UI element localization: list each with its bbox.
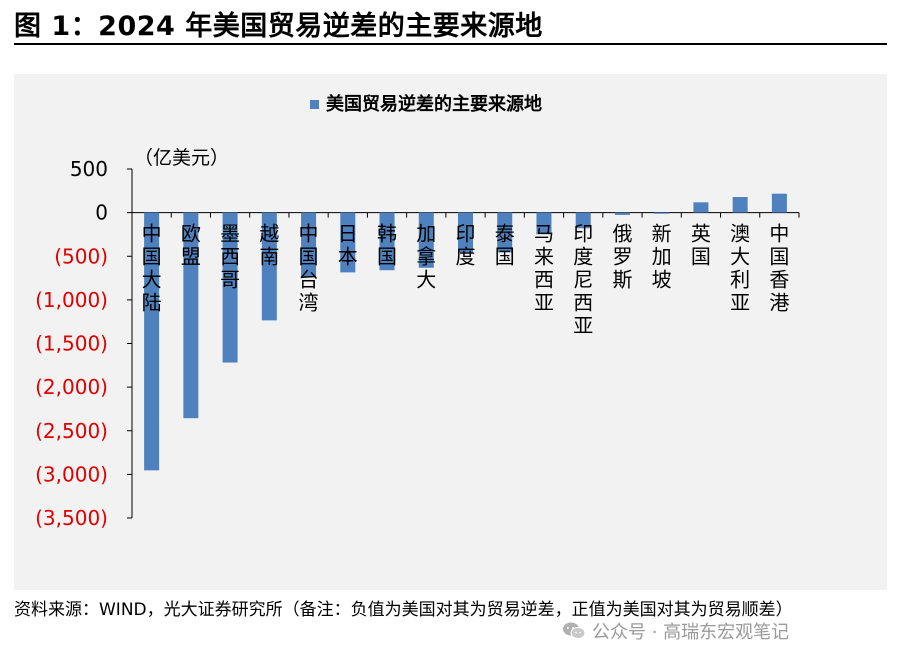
y-tick-label: (500): [54, 244, 108, 268]
y-tick-label: (3,500): [35, 506, 108, 530]
bar: [144, 212, 160, 471]
bar: [614, 212, 630, 215]
bar: [222, 212, 238, 363]
bar: [497, 212, 513, 253]
y-tick-label: (2,500): [35, 419, 108, 443]
y-tick-label: 0: [95, 201, 108, 225]
bar: [379, 212, 395, 271]
x-tick-label: 澳大利亚: [730, 222, 750, 315]
figure-title: 图 1：2024 年美国贸易逆差的主要来源地: [14, 11, 543, 42]
x-tick-label: 新加坡: [652, 222, 672, 292]
y-tick-label: (3,000): [35, 462, 108, 486]
bar: [183, 212, 199, 419]
x-tick-label: 中国香港: [769, 222, 789, 315]
legend-label: 美国贸易逆差的主要来源地: [326, 93, 542, 115]
x-tick-label: 英国: [691, 222, 711, 269]
bar: [732, 197, 748, 213]
bar: [575, 212, 591, 229]
x-tick-label: 中国台湾: [299, 222, 319, 315]
bar: [301, 212, 317, 278]
bar: [458, 212, 473, 253]
watermark: 公众号 · 高瑞东宏观笔记: [562, 618, 789, 644]
y-axis-unit-label: （亿美元）: [134, 147, 229, 169]
x-tick-label: 俄罗斯: [612, 222, 632, 292]
title-divider: [14, 43, 887, 45]
bar: [654, 212, 670, 214]
chart-area: 美国贸易逆差的主要来源地 （亿美元） 500 0 (500) (1,000) (1,500)…: [14, 74, 887, 590]
x-tick-label: 加拿大: [416, 222, 436, 292]
x-tick-label: 墨西哥: [220, 222, 240, 292]
y-tick-label: (2,000): [35, 375, 108, 399]
bar: [340, 212, 356, 273]
bar: [261, 212, 277, 321]
bar: [693, 202, 709, 213]
x-tick-label: 马来西亚: [534, 222, 554, 315]
x-tick-label: 中国大陆: [142, 222, 162, 315]
y-tick-label: 500: [70, 157, 108, 181]
x-tick-label: 泰国: [495, 222, 515, 269]
legend-swatch: [310, 100, 319, 109]
bar: [418, 212, 434, 268]
x-tick-label: 日本: [338, 222, 358, 269]
x-tick-label: 欧盟: [181, 222, 201, 269]
x-tick-label: 韩国: [377, 222, 397, 269]
x-tick-label: 印度: [456, 222, 476, 269]
source-note: 资料来源：WIND，光大证券研究所（备注：负值为美国对其为贸易逆差，正值为美国对…: [14, 600, 793, 620]
y-tick-label: (1,500): [35, 332, 108, 356]
bar: [771, 193, 787, 213]
x-tick-label: 印度尼西亚: [573, 222, 593, 338]
wechat-icon: [563, 622, 586, 639]
bar-chart: 美国贸易逆差的主要来源地 （亿美元） 500 0 (500) (1,000) (1,500)…: [35, 93, 800, 530]
x-tick-label: 越南: [259, 222, 279, 269]
y-tick-label: (1,000): [35, 288, 108, 312]
watermark-text: 公众号 · 高瑞东宏观笔记: [592, 622, 790, 643]
bar: [536, 212, 552, 235]
